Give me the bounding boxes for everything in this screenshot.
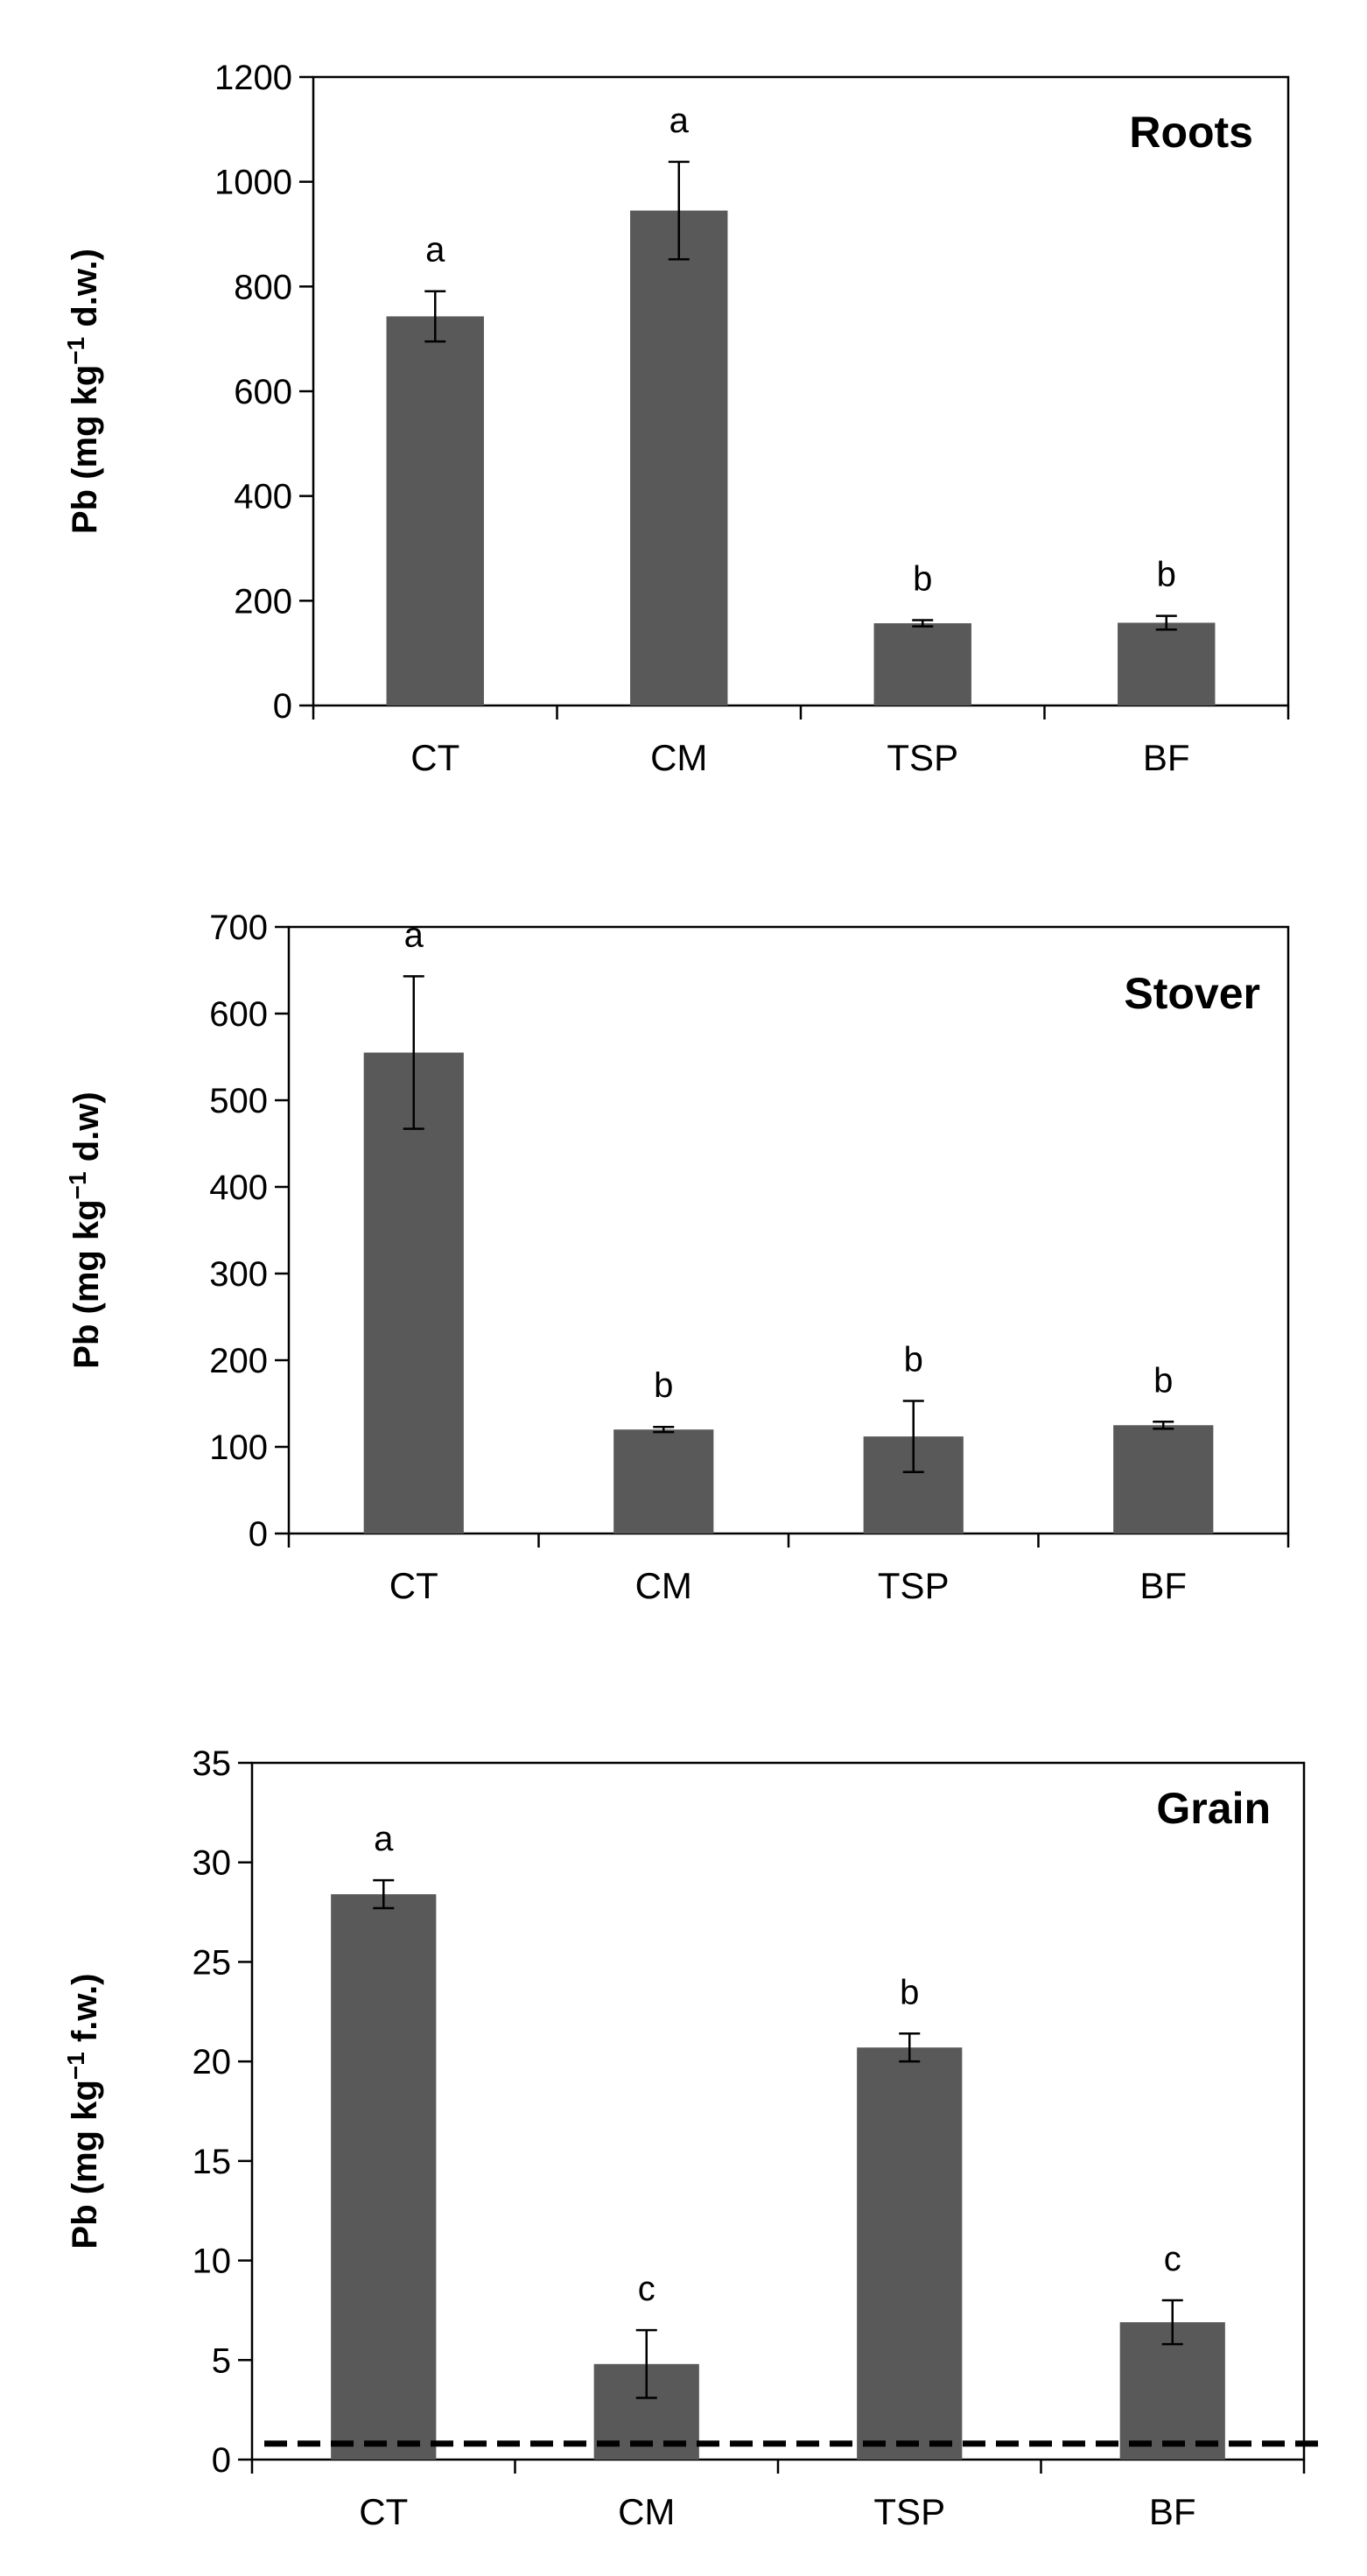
y-tick-label: 10 [193, 2243, 232, 2281]
significance-label: a [425, 231, 445, 270]
y-axis-label: Pb (mg kg−1 d.w) [64, 1091, 106, 1368]
y-tick-label: 600 [234, 373, 292, 411]
y-tick-label: 400 [209, 1169, 268, 1207]
y-tick-label: 25 [193, 1943, 232, 1982]
y-axis-label-suffix: f.w.) [66, 1974, 104, 2053]
panel-title: Stover [1124, 969, 1260, 1018]
significance-label: b [1157, 556, 1176, 594]
y-axis-label: Pb (mg kg−1 f.w.) [62, 1974, 104, 2250]
bar-tsp [873, 623, 971, 705]
chart-panel-stover: 0 100 200 300 400 500 600 700 a CT b CM b TSP b BF Stove… [64, 909, 1290, 1606]
significance-label: a [404, 916, 424, 954]
y-tick-label: 0 [273, 687, 292, 726]
y-tick-label: 5 [212, 2341, 231, 2380]
y-tick-label: 700 [209, 909, 268, 947]
category-label: TSP [873, 2491, 945, 2532]
significance-label: b [913, 559, 932, 598]
category-label: BF [1143, 737, 1190, 778]
bar-ct [331, 1894, 437, 2460]
bar-tsp [857, 2047, 963, 2460]
category-label: TSP [878, 1565, 950, 1606]
y-tick-label: 400 [234, 478, 292, 516]
chart-panel-roots: 0 200 400 600 800 1000 1200 a CT a CM b TSP b BF Roots P… [62, 59, 1290, 778]
bar-ct [386, 316, 484, 705]
y-tick-label: 20 [193, 2043, 232, 2081]
y-tick-label: 15 [193, 2143, 232, 2181]
y-tick-label: 200 [234, 582, 292, 621]
category-label: CT [389, 1565, 438, 1606]
y-axis-label-sup: −1 [62, 2052, 89, 2080]
significance-label: b [900, 1973, 919, 2011]
y-axis-label-prefix: Pb (mg kg [66, 2080, 104, 2249]
bar-ct [363, 1052, 464, 1534]
chart-panel-grain: 0 5 10 15 20 25 30 35 a CT c CM b TSP c BF Grain Pb (mg k… [62, 1744, 1323, 2532]
category-label: CM [618, 2491, 675, 2532]
category-label: TSP [887, 737, 958, 778]
category-label: CT [410, 737, 459, 778]
bar-bf [1118, 622, 1216, 705]
y-tick-label: 30 [193, 1844, 232, 1883]
significance-label: c [1164, 2240, 1181, 2278]
y-tick-label: 1000 [214, 164, 292, 202]
y-axis-label-prefix: Pb (mg kg [67, 1199, 106, 1368]
y-tick-label: 600 [209, 995, 268, 1034]
y-tick-label: 200 [209, 1342, 268, 1380]
y-tick-label: 0 [249, 1515, 268, 1554]
significance-label: c [638, 2270, 655, 2308]
y-tick-label: 35 [193, 1744, 232, 1783]
y-axis-label-suffix: d.w) [67, 1091, 106, 1171]
y-tick-label: 800 [234, 268, 292, 306]
y-tick-label: 1200 [214, 59, 292, 97]
significance-label: b [1153, 1361, 1173, 1400]
category-label: BF [1149, 2491, 1196, 2532]
y-tick-label: 100 [209, 1428, 268, 1467]
significance-label: b [904, 1341, 923, 1379]
y-tick-label: 300 [209, 1255, 268, 1294]
category-label: CT [359, 2491, 408, 2532]
significance-label: a [669, 102, 690, 140]
y-axis-label-sup: −1 [64, 1171, 91, 1199]
bar-cm [630, 210, 728, 705]
bar-cm [613, 1429, 714, 1534]
y-axis-label-suffix: d.w.) [66, 249, 104, 337]
bar-bf [1113, 1425, 1214, 1534]
category-label: CM [650, 737, 707, 778]
y-axis-label-sup: −1 [62, 337, 89, 365]
significance-label: b [654, 1366, 673, 1405]
panel-title: Grain [1156, 1784, 1271, 1833]
significance-label: a [374, 1820, 394, 1858]
y-tick-label: 500 [209, 1082, 268, 1120]
category-label: BF [1139, 1565, 1187, 1606]
panel-title: Roots [1129, 108, 1253, 157]
y-axis-label: Pb (mg kg−1 d.w.) [62, 249, 104, 534]
y-axis-label-prefix: Pb (mg kg [66, 365, 104, 534]
y-tick-label: 0 [212, 2441, 231, 2480]
category-label: CM [635, 1565, 692, 1606]
